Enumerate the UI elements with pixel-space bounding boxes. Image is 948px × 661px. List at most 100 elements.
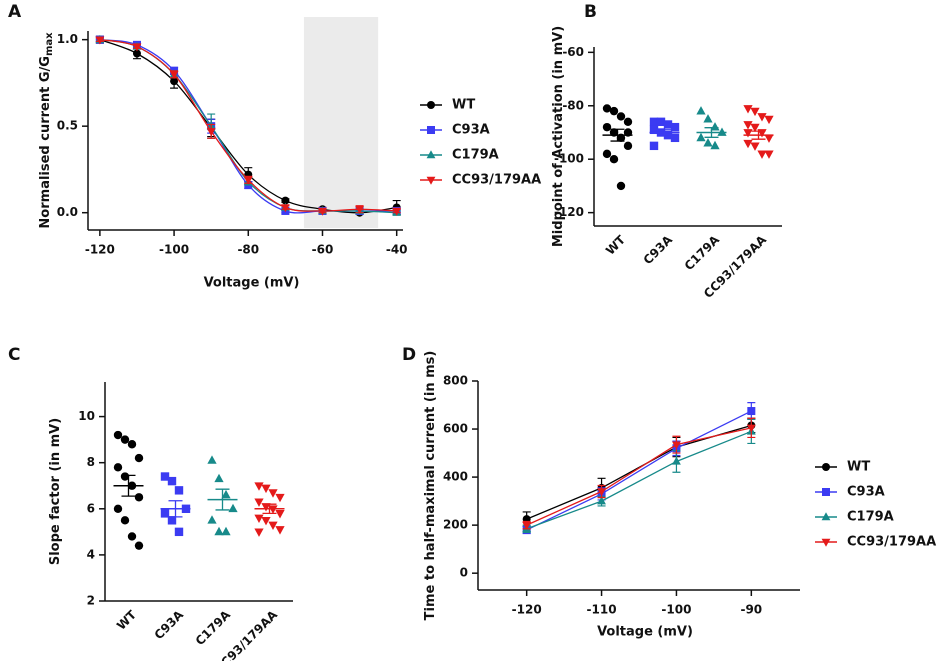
marker [170, 77, 179, 86]
marker [757, 113, 767, 122]
x-tick-label: C179A [193, 607, 234, 648]
x-tick-label: -80 [237, 243, 259, 257]
marker [764, 134, 774, 143]
marker [268, 505, 278, 514]
x-tick-label: -120 [85, 243, 115, 257]
marker [743, 139, 753, 149]
marker [254, 514, 264, 524]
y-tick-label: 8 [87, 455, 95, 469]
marker [717, 127, 727, 136]
marker [427, 126, 435, 134]
legend-label: WT [847, 460, 870, 475]
marker [120, 516, 130, 525]
legend-label: C179A [847, 510, 894, 525]
sem-bar [215, 488, 230, 511]
marker [261, 484, 271, 494]
y-tick-label: 4 [87, 547, 95, 561]
y-tick-label: -60 [562, 45, 584, 59]
panel-letter: C [8, 345, 20, 365]
marker [160, 509, 170, 518]
marker [609, 106, 619, 116]
marker [127, 532, 137, 541]
marker [743, 121, 753, 130]
series-line [526, 410, 752, 531]
x-axis-label: Voltage (mV) [597, 625, 693, 640]
marker [616, 112, 626, 121]
marker [703, 114, 713, 123]
marker [160, 472, 170, 481]
marker [261, 516, 271, 526]
marker [120, 472, 130, 481]
marker [670, 133, 680, 143]
marker [522, 521, 532, 530]
marker [750, 123, 760, 133]
series-line [526, 424, 752, 520]
marker [602, 122, 612, 132]
marker [426, 150, 436, 159]
x-tick-label: WT [114, 607, 140, 633]
y-tick-label: -120 [554, 205, 584, 219]
panel-letter: D [402, 345, 416, 365]
x-tick-label: C179A [682, 232, 723, 273]
marker [169, 71, 179, 80]
marker [623, 141, 633, 151]
marker [764, 150, 774, 159]
x-tick-label: -120 [512, 603, 542, 617]
x-axis-label: Voltage (mV) [204, 276, 300, 291]
x-tick-label: C93A [641, 232, 676, 267]
x-tick-label: -100 [661, 603, 691, 617]
x-tick-label: -110 [587, 603, 617, 617]
marker [254, 482, 264, 491]
marker [746, 424, 756, 433]
marker [696, 132, 706, 142]
sem-bar [168, 500, 183, 518]
marker [207, 515, 217, 524]
marker [134, 453, 144, 463]
marker [167, 476, 177, 486]
y-tick-label: 1.0 [57, 32, 78, 46]
shaded-region [303, 17, 379, 228]
marker [214, 473, 224, 483]
sem-bar [657, 129, 672, 136]
marker [268, 489, 278, 498]
marker [672, 441, 681, 450]
y-axis-label-sub: max [44, 32, 55, 56]
marker [228, 503, 238, 513]
marker [113, 504, 123, 513]
marker [113, 463, 123, 472]
sem-bar [610, 128, 625, 142]
marker [254, 528, 264, 537]
y-tick-label: -100 [554, 152, 584, 166]
marker [206, 128, 216, 137]
marker [392, 207, 402, 216]
marker [134, 493, 144, 502]
marker [821, 538, 831, 547]
sem-bar [121, 474, 136, 497]
marker [174, 486, 184, 495]
marker [426, 176, 436, 185]
y-tick-label: 0.5 [57, 119, 78, 133]
sem-bar [751, 130, 766, 140]
marker [174, 527, 184, 537]
marker [696, 106, 706, 115]
y-axis-label-text: Time to half-maximal current (in ms) [423, 351, 438, 621]
y-tick-label: 0.0 [57, 205, 78, 219]
marker [710, 140, 720, 150]
panel-letter: A [8, 2, 22, 22]
marker [710, 122, 720, 131]
marker [134, 541, 144, 550]
marker [275, 526, 285, 535]
marker [597, 496, 606, 505]
y-axis-label: Midpoint of Activation (in mV) [551, 26, 566, 247]
marker [764, 115, 774, 125]
marker [672, 456, 681, 465]
marker [207, 455, 217, 464]
sem-bar [704, 127, 719, 138]
marker [120, 435, 130, 444]
panel-letter: B [584, 2, 597, 22]
marker [113, 430, 123, 440]
legend-label: C93A [452, 123, 490, 138]
y-tick-label: 200 [443, 518, 468, 532]
marker [602, 104, 612, 113]
x-tick-label: -100 [159, 243, 189, 257]
